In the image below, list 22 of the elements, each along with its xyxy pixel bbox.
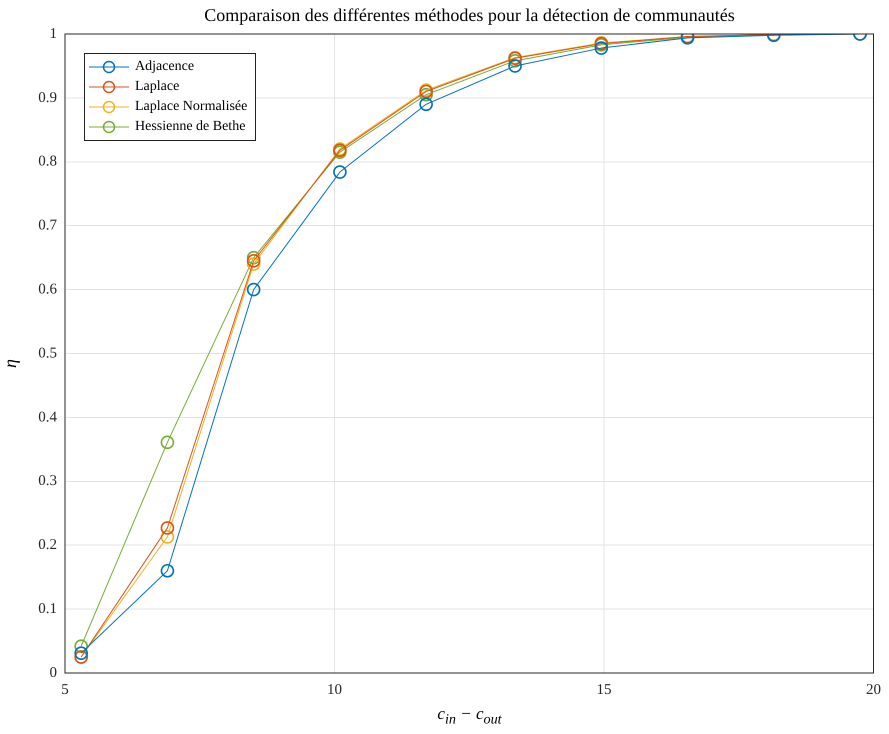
x-axis-title: c$_{in}$ − c$_{out}$ <box>436 704 503 728</box>
chart-title: Comparaison des différentes méthodes pour la détection de communautés <box>203 5 736 26</box>
x-tick-label: 10 <box>327 682 342 698</box>
y-tick-label: 0.1 <box>38 601 57 618</box>
y-tick-label: 0.6 <box>38 282 58 298</box>
y-tick-label: 1 <box>50 26 57 42</box>
x-tick-label: 5 <box>61 682 69 698</box>
y-tick-label: 0.4 <box>38 409 58 426</box>
legend-label: Laplace Normalisée <box>135 99 248 115</box>
legend-label: Hessienne de Bethe <box>135 119 246 135</box>
legend-label: Laplace <box>135 79 180 95</box>
y-tick-label: 0.3 <box>38 473 57 490</box>
x-tick-label: 20 <box>866 682 881 698</box>
y-tick-label: 0.5 <box>38 345 57 362</box>
y-tick-label: 0.8 <box>38 154 57 170</box>
y-tick-label: 0.7 <box>38 218 58 234</box>
y-tick-label: 0.9 <box>38 90 57 106</box>
x-tick-label: 15 <box>596 682 612 698</box>
legend-label: Adjacence <box>135 59 194 75</box>
y-tick-label: 0.2 <box>38 537 57 554</box>
y-axis-title: η <box>0 359 21 368</box>
y-tick-label: 0 <box>50 664 57 681</box>
